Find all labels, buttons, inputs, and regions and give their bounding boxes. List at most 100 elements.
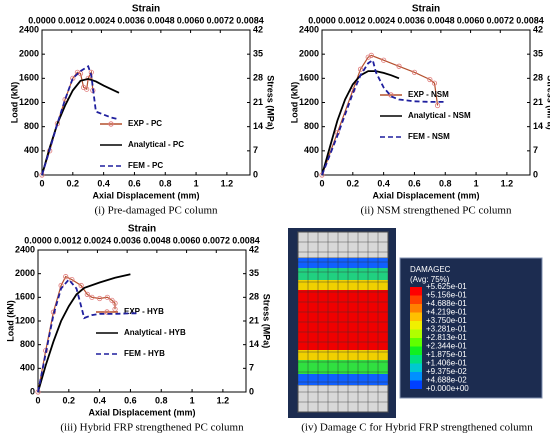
x2-axis-title: Strain: [412, 4, 440, 15]
damage-legend: DAMAGEC (Avg: 75%) +5.625e-01+5.156e-01+…: [399, 257, 543, 399]
y2-tick-label: 7: [249, 363, 254, 373]
series-line: [41, 64, 120, 176]
data-point: [97, 295, 103, 302]
legend-marker: [108, 121, 114, 127]
legend-label: Analytical - PC: [128, 140, 184, 149]
y2-axis-title: Stress (MPa): [262, 294, 272, 349]
x2-tick-label: 0.0024: [88, 15, 116, 25]
y-tick-label: 2000: [15, 268, 35, 278]
y2-tick-label: 0: [533, 169, 538, 179]
y-tick-label: 1200: [15, 315, 35, 325]
y-tick-label: 800: [304, 121, 319, 131]
y2-tick-label: 35: [533, 49, 543, 59]
x-axis-title: Axial Displacement (mm): [88, 407, 195, 417]
legend-swatch: [410, 355, 422, 364]
legend-label: +1.875e-01: [426, 350, 467, 359]
y-tick-label: 1200: [19, 97, 39, 107]
contour-band: [298, 374, 388, 385]
x2-tick-label: 0.0036: [397, 15, 425, 25]
caption: (ii) NSM strengthened PC column: [361, 205, 512, 217]
y-tick-label: 1600: [299, 73, 319, 83]
data-point: [84, 291, 90, 297]
y-tick-label: 1200: [299, 97, 319, 107]
legend-swatch: [410, 321, 422, 330]
y-tick-label: 400: [20, 363, 35, 373]
legend-marker: [104, 309, 110, 315]
y2-tick-label: 35: [249, 268, 259, 278]
damage-image: [288, 228, 396, 418]
caption: (iii) Hybrid FRP strengthened PC column: [60, 422, 244, 434]
y-tick-label: 2000: [19, 49, 39, 59]
legend-label: EXP - HYB: [124, 307, 164, 316]
data-point: [368, 52, 374, 58]
y2-tick-label: 28: [533, 73, 543, 83]
x2-tick-label: 0.0012: [338, 15, 366, 25]
data-point: [69, 276, 75, 283]
y2-tick-label: 28: [253, 73, 263, 83]
y-tick-label: 2400: [299, 24, 319, 34]
y2-tick-label: 14: [533, 121, 543, 131]
x-tick-label: 1: [190, 395, 195, 405]
x-tick-label: 0.8: [159, 178, 172, 188]
legend-label: +4.688e-02: [426, 376, 467, 385]
series-line: [321, 54, 439, 176]
x2-tick-label: 0.0000: [24, 235, 52, 245]
legend-swatch: [410, 380, 422, 389]
legend-label: +4.219e-01: [426, 308, 467, 317]
y2-axis-title: Stress (MPa): [546, 75, 550, 130]
x-tick-label: 0.4: [93, 395, 106, 405]
x-tick-label: 0.8: [155, 395, 168, 405]
legend-label: +2.344e-01: [426, 342, 467, 351]
x2-tick-label: 0.0012: [54, 235, 82, 245]
mesh: [297, 231, 389, 413]
y2-tick-label: 21: [249, 315, 259, 325]
legend-label: +4.688e-01: [426, 299, 467, 308]
data-point: [63, 274, 69, 280]
x-tick-label: 0.2: [67, 178, 80, 188]
legend-label: EXP - PC: [128, 119, 162, 128]
caption: (i) Pre-damaged PC column: [94, 205, 218, 217]
legend-swatch: [410, 304, 422, 313]
plot-frame: [37, 249, 247, 393]
y-axis-title: Load (kN): [9, 82, 19, 124]
x2-tick-label: 0.0024: [368, 15, 396, 25]
legend-label: FEM - NSM: [408, 132, 450, 141]
legend-label: +0.000e+00: [426, 384, 469, 393]
contour-band: [298, 290, 388, 350]
data-point: [50, 309, 57, 315]
y-axis-title: Load (kN): [289, 82, 299, 124]
series-line: [37, 273, 131, 393]
x-tick-label: 1: [194, 178, 199, 188]
x-tick-label: 0.6: [408, 178, 421, 188]
x-tick-label: 0.4: [377, 178, 390, 188]
data-point: [381, 57, 387, 63]
x-tick-label: 0.6: [124, 395, 137, 405]
legend-subtitle: (Avg: 75%): [410, 275, 450, 284]
legend-swatch: [410, 346, 422, 355]
contour-band: [298, 258, 388, 268]
legend-swatch: [410, 295, 422, 304]
plot-frame: [41, 29, 251, 176]
x-tick-label: 0.8: [439, 178, 452, 188]
data-point: [78, 282, 84, 289]
data-point: [89, 294, 95, 300]
y2-tick-label: 35: [253, 49, 263, 59]
legend-label: Analytical - NSM: [408, 111, 471, 120]
series-line: [37, 275, 116, 393]
x-tick-label: 1: [474, 178, 479, 188]
data-point: [396, 63, 402, 69]
y-tick-label: 400: [24, 145, 39, 155]
caption: (iv) Damage C for Hybrid FRP strengthene…: [301, 422, 533, 434]
x2-tick-label: 0.0072: [207, 15, 235, 25]
legend-swatch: [410, 338, 422, 347]
y-axis-title: Load (kN): [5, 300, 15, 342]
legend-label: +3.281e-01: [426, 325, 467, 334]
x2-tick-label: 0.0000: [28, 15, 56, 25]
legend-swatch: [410, 312, 422, 321]
y-tick-label: 1600: [15, 292, 35, 302]
legend-label: FEM - HYB: [124, 349, 165, 358]
x2-tick-label: 0.0012: [58, 15, 86, 25]
y2-tick-label: 21: [533, 97, 543, 107]
data-point: [112, 300, 118, 306]
